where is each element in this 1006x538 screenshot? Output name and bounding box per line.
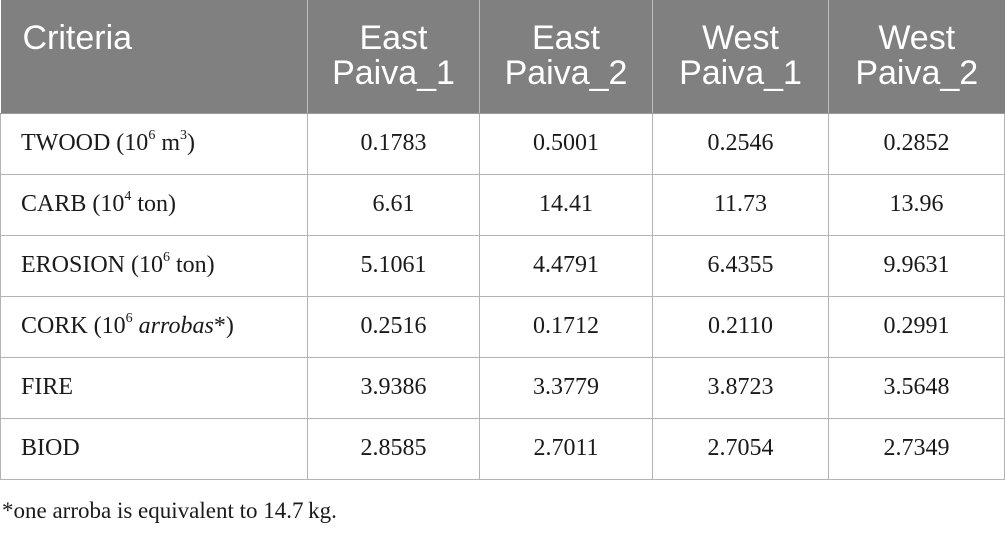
table-cell: 0.1783 bbox=[307, 113, 480, 175]
table-cell: 11.73 bbox=[652, 174, 829, 236]
header-west-paiva-2: West Paiva_2 bbox=[828, 0, 1005, 114]
header-line2: Paiva_2 bbox=[504, 54, 628, 93]
table-row: TWOOD (106 m3) 0.1783 0.5001 0.2546 0.28… bbox=[0, 113, 1005, 175]
label-italic: arrobas bbox=[138, 313, 214, 339]
row-label: FIRE bbox=[0, 357, 308, 419]
criteria-table-container: Criteria East Paiva_1 East Paiva_2 West … bbox=[0, 0, 1005, 480]
table-cell: 2.7011 bbox=[479, 418, 653, 480]
table-cell: 2.7054 bbox=[652, 418, 829, 480]
label-close: ) bbox=[168, 191, 177, 217]
table-header-row: Criteria East Paiva_1 East Paiva_2 West … bbox=[0, 0, 1005, 114]
label-text: EROSION (10 bbox=[21, 252, 163, 278]
row-label: CARB (104 ton) bbox=[0, 174, 308, 236]
table-row: CORK (106 arrobas*) 0.2516 0.1712 0.2110… bbox=[0, 296, 1005, 358]
row-label: BIOD bbox=[0, 418, 308, 480]
table-cell: 0.2852 bbox=[828, 113, 1005, 175]
table-body: TWOOD (106 m3) 0.1783 0.5001 0.2546 0.28… bbox=[0, 113, 1005, 480]
label-unit: ton bbox=[131, 191, 169, 217]
label-exponent: 6 bbox=[125, 311, 133, 326]
table-cell: 13.96 bbox=[828, 174, 1005, 236]
label-exponent: 4 bbox=[124, 189, 132, 204]
label-unit: m bbox=[155, 130, 180, 156]
label-close: ) bbox=[206, 252, 215, 278]
header-line1: West bbox=[702, 19, 779, 58]
table-row: FIRE 3.9386 3.3779 3.8723 3.5648 bbox=[0, 357, 1005, 419]
table-cell: 9.9631 bbox=[828, 235, 1005, 297]
label-unit-exponent: 3 bbox=[179, 128, 187, 143]
table-cell: 3.9386 bbox=[307, 357, 480, 419]
header-line1: East bbox=[359, 19, 428, 58]
header-criteria: Criteria bbox=[0, 0, 308, 114]
table-cell: 0.2546 bbox=[652, 113, 829, 175]
table-row: CARB (104 ton) 6.61 14.41 11.73 13.96 bbox=[0, 174, 1005, 236]
label-text: BIOD bbox=[21, 435, 80, 461]
table-row: BIOD 2.8585 2.7011 2.7054 2.7349 bbox=[0, 418, 1005, 480]
criteria-table: Criteria East Paiva_1 East Paiva_2 West … bbox=[0, 0, 1005, 480]
table-cell: 6.4355 bbox=[652, 235, 829, 297]
label-text: CORK (10 bbox=[21, 313, 126, 339]
label-unit: ton bbox=[170, 252, 207, 278]
table-cell: 6.61 bbox=[307, 174, 480, 236]
table-cell: 0.2991 bbox=[828, 296, 1005, 358]
table-cell: 2.8585 bbox=[307, 418, 480, 480]
table-row: EROSION (106 ton) 5.1061 4.4791 6.4355 9… bbox=[0, 235, 1005, 297]
table-cell: 3.5648 bbox=[828, 357, 1005, 419]
header-east-paiva-1: East Paiva_1 bbox=[307, 0, 480, 114]
table-cell: 3.3779 bbox=[479, 357, 653, 419]
label-close: ) bbox=[186, 130, 195, 156]
table-cell: 5.1061 bbox=[307, 235, 480, 297]
row-label: CORK (106 arrobas*) bbox=[0, 296, 308, 358]
table-cell: 14.41 bbox=[479, 174, 653, 236]
table-footnote: *one arroba is equivalent to 14.7 kg. bbox=[2, 498, 337, 523]
label-exponent: 6 bbox=[148, 128, 156, 143]
header-line2: Paiva_1 bbox=[679, 54, 802, 93]
label-text: CARB (10 bbox=[21, 191, 125, 217]
label-exponent: 6 bbox=[163, 250, 170, 265]
label-text: FIRE bbox=[21, 374, 74, 400]
header-line2: Paiva_1 bbox=[332, 54, 455, 93]
table-cell: 2.7349 bbox=[828, 418, 1005, 480]
table-cell: 0.2516 bbox=[307, 296, 480, 358]
table-cell: 0.5001 bbox=[479, 113, 653, 175]
table-cell: 0.2110 bbox=[652, 296, 829, 358]
header-east-paiva-2: East Paiva_2 bbox=[479, 0, 653, 114]
header-line1: East bbox=[531, 19, 601, 58]
row-label: EROSION (106 ton) bbox=[0, 235, 308, 297]
label-close: *) bbox=[213, 313, 234, 339]
table-cell: 4.4791 bbox=[479, 235, 653, 297]
table-cell: 3.8723 bbox=[652, 357, 829, 419]
header-line2: Paiva_2 bbox=[855, 54, 979, 93]
label-text: TWOOD (10 bbox=[21, 130, 149, 156]
table-cell: 0.1712 bbox=[479, 296, 653, 358]
header-criteria-label: Criteria bbox=[22, 19, 133, 57]
header-line1: West bbox=[878, 19, 956, 58]
header-west-paiva-1: West Paiva_1 bbox=[652, 0, 829, 114]
row-label: TWOOD (106 m3) bbox=[0, 113, 308, 175]
